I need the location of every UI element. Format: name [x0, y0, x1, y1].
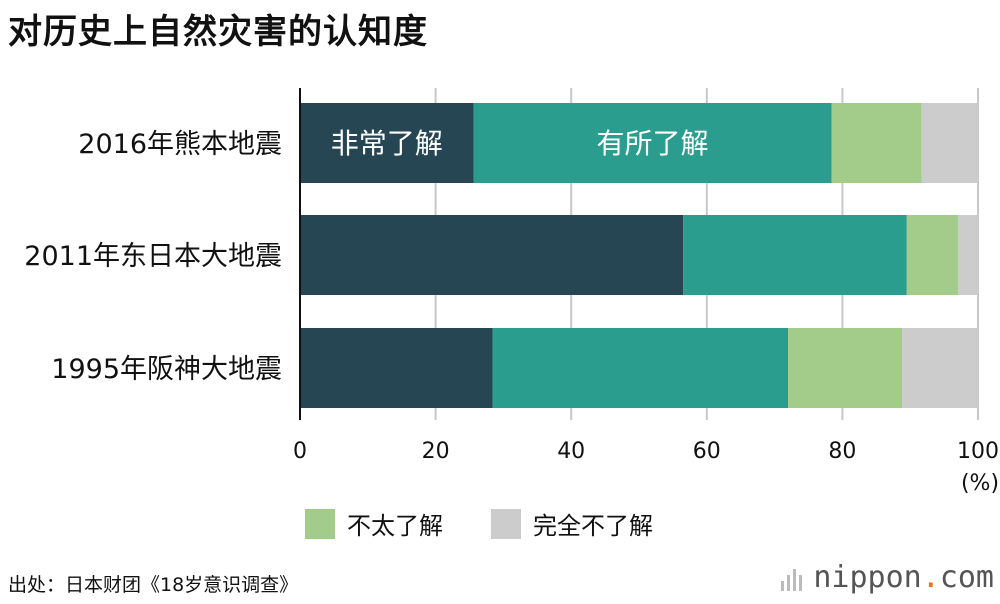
legend-swatch — [305, 508, 335, 539]
x-tick-label: 20 — [422, 439, 450, 464]
bar-segment — [473, 103, 832, 183]
bars: 非常了解 有所了解 — [300, 103, 978, 408]
category-label: 2011年东日本大地震 — [24, 241, 282, 272]
bar-segment — [921, 103, 978, 183]
category-label: 2016年熊本地震 — [78, 129, 282, 160]
legend-item-totally-unaware: 完全不了解 — [491, 506, 653, 541]
category-label: 1995年阪神大地震 — [51, 354, 282, 385]
bar-segment — [906, 215, 959, 295]
x-tick-label: 100 — [957, 439, 999, 464]
bar-segment — [683, 215, 907, 295]
x-axis-unit: (%) — [961, 471, 999, 496]
source-note: 出处：日本财团《18岁意识调查》 — [8, 574, 299, 596]
x-tick-label: 80 — [828, 439, 856, 464]
bar-segment — [492, 328, 789, 408]
bar-segment — [300, 328, 493, 408]
brand-dot: . — [921, 560, 940, 595]
brand-name: nippon — [813, 560, 922, 595]
brand-suffix: com — [939, 560, 994, 595]
bar-segment — [902, 328, 978, 408]
legend-label: 完全不了解 — [533, 512, 653, 540]
brand-logo: nippon. com — [781, 560, 994, 595]
x-tick-label: 60 — [693, 439, 721, 464]
bar-segment — [300, 215, 684, 295]
x-axis: 0 20 40 60 80 100 (%) — [293, 88, 999, 496]
legend-swatch — [491, 508, 521, 539]
legend-label: 不太了解 — [347, 512, 443, 540]
x-tick-label: 0 — [293, 439, 307, 464]
legend-item-somewhat-unaware: 不太了解 — [305, 506, 443, 541]
legend: 不太了解 完全不了解 — [305, 506, 701, 541]
bar-segment — [300, 103, 474, 183]
bar-inline-label: 非常了解 — [331, 127, 443, 160]
category-labels: 2016年熊本地震 2011年东日本大地震 1995年阪神大地震 — [24, 129, 282, 385]
bar-segment — [831, 103, 922, 183]
brand-bars-icon — [781, 565, 805, 591]
x-tick-label: 40 — [557, 439, 585, 464]
bar-segment — [788, 328, 903, 408]
bar-segment — [958, 215, 978, 295]
bar-inline-label: 有所了解 — [597, 127, 709, 160]
chart-title: 对历史上自然灾害的认知度 — [8, 12, 428, 52]
